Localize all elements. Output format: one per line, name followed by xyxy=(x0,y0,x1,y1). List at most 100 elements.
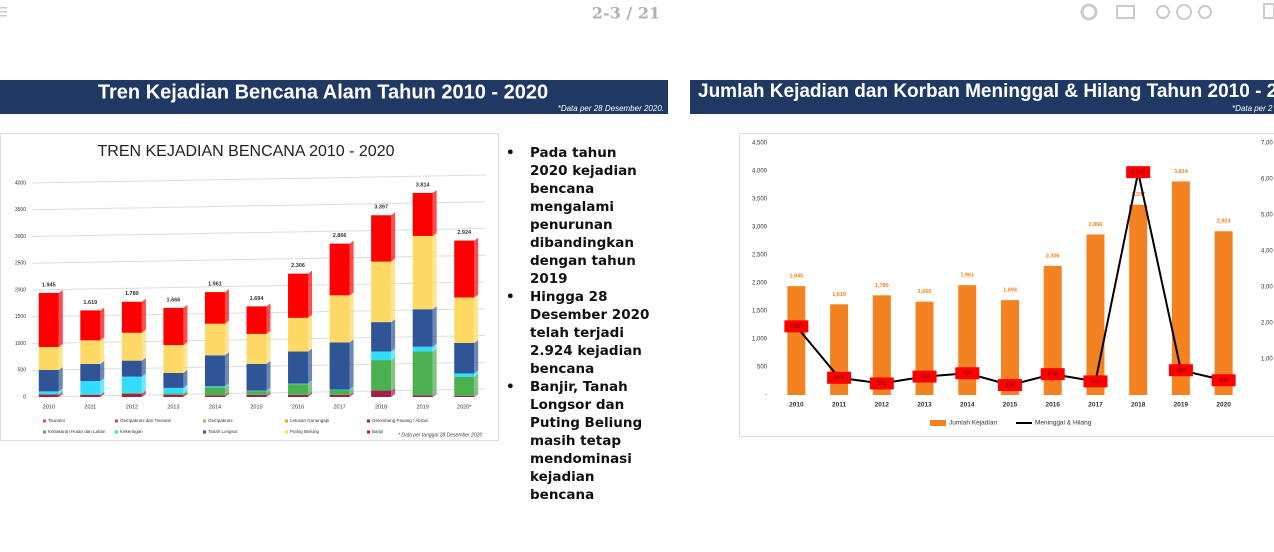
bar-segment xyxy=(329,243,350,296)
bar-side xyxy=(391,212,396,262)
x-tick-label: 2019 xyxy=(417,404,429,410)
x-tick-label: 2018 xyxy=(375,404,387,410)
y-tick-label: 3,500 xyxy=(752,197,768,203)
legend-label: Tanah Longsor xyxy=(208,429,238,434)
bar-side xyxy=(391,258,396,323)
settings-icon[interactable] xyxy=(1080,3,1098,21)
slide-title: Tren Kejadian Bencana Alam Tahun 2010 - … xyxy=(98,81,548,103)
y-tick-label: 1,000 xyxy=(752,337,768,343)
y2-tick-label: 4,00 xyxy=(1261,249,1273,255)
bar-segment xyxy=(80,394,101,397)
total-label: 2.306 xyxy=(291,263,305,269)
view-icon[interactable] xyxy=(1116,5,1135,19)
bar-side xyxy=(100,391,105,397)
bar-side xyxy=(308,348,313,384)
bar xyxy=(1214,231,1233,395)
bar-side xyxy=(349,387,354,395)
bar-segment xyxy=(288,273,309,318)
bar-value-label: 2,924 xyxy=(1217,219,1232,225)
bar-side xyxy=(474,392,479,397)
y-tick-label: 3000 xyxy=(15,234,26,240)
legend-label: Tsunami xyxy=(48,418,65,423)
bar-side xyxy=(349,339,354,390)
bar-value-label: 1,780 xyxy=(875,283,889,289)
x-tick-label: 2018 xyxy=(1131,402,1146,409)
menu-icon[interactable] xyxy=(0,7,7,17)
line-value-label: 409 xyxy=(1219,378,1228,384)
bar-value-label: 3,814 xyxy=(1174,169,1189,175)
line-label-box xyxy=(827,371,852,384)
legend-label: Jumlah Kejadian xyxy=(949,420,997,427)
bar-segment xyxy=(121,332,142,361)
bar-segment xyxy=(163,387,184,394)
bar-segment xyxy=(412,235,433,310)
line-label-box xyxy=(998,379,1022,392)
legend-label: Letusan Gunungapi xyxy=(290,418,329,423)
bar-segment xyxy=(288,384,309,395)
bar-segment xyxy=(80,340,101,364)
y-tick-label: 2000 xyxy=(15,287,26,293)
bar-segment xyxy=(412,192,433,236)
bar-side xyxy=(183,369,188,388)
bar-segment xyxy=(38,394,59,395)
bar-side xyxy=(391,357,396,391)
bar-side xyxy=(266,388,271,395)
bar-value-label: 1,945 xyxy=(789,274,803,280)
bar-segment xyxy=(454,297,475,343)
bar-segment xyxy=(163,393,184,395)
bar-side xyxy=(58,343,63,370)
bar-side xyxy=(349,386,354,391)
bar-segment xyxy=(163,307,184,346)
bar-side xyxy=(183,391,188,397)
bar xyxy=(787,286,806,395)
legend-swatch xyxy=(43,419,46,423)
bar-side xyxy=(58,388,63,395)
bar-side xyxy=(308,381,313,395)
y-tick-label: 1500 xyxy=(15,314,26,320)
total-label: 1.780 xyxy=(125,291,139,297)
bar-segment xyxy=(246,333,267,364)
bar-side xyxy=(474,373,479,396)
legend-label: Puting Beliung xyxy=(290,429,320,434)
x-tick-label: 2011 xyxy=(832,402,846,409)
bar-side xyxy=(183,304,188,346)
bar-side xyxy=(224,320,229,356)
bar-side xyxy=(266,330,271,364)
bar-side xyxy=(474,237,479,298)
y-tick-label: 1000 xyxy=(15,341,26,347)
bullet: Pada tahun 2020 kejadian bencana mengala… xyxy=(506,144,658,288)
slide-title: Jumlah Kejadian dan Korban Meninggal & H… xyxy=(698,81,1274,102)
page-icon[interactable] xyxy=(1263,3,1274,19)
bar xyxy=(872,295,891,395)
bar-value-label: 2,306 xyxy=(1046,253,1060,259)
bar-segment xyxy=(163,394,184,397)
legend-label: Meninggal & Hilang xyxy=(1035,420,1092,427)
total-label: 1.666 xyxy=(167,297,181,303)
grid-line xyxy=(31,254,486,264)
bar-segment xyxy=(204,323,225,356)
slide-header xyxy=(690,80,1274,114)
rotate-right-icon[interactable] xyxy=(1198,5,1212,19)
bar-value-label: 1,666 xyxy=(918,289,932,295)
bar-segment xyxy=(371,215,392,262)
bar-segment xyxy=(204,386,225,388)
bar-side xyxy=(224,352,229,387)
line-value-label: 320 xyxy=(877,381,886,387)
legend-label: Kebakaran Hutan dan Lahan xyxy=(48,429,106,434)
bar-segment xyxy=(38,369,59,392)
total-label: 3.397 xyxy=(374,205,388,211)
bar xyxy=(1001,300,1019,395)
navigate-icon[interactable] xyxy=(1176,4,1192,20)
legend-label: Gelombang Pasang / Abrasi xyxy=(372,418,428,423)
line-value-label: 6,190 xyxy=(1131,170,1145,176)
bar-side xyxy=(432,392,437,397)
bar-side xyxy=(308,391,313,397)
bar-segment xyxy=(38,346,59,370)
bar-side xyxy=(432,306,437,347)
rotate-left-icon[interactable] xyxy=(1156,5,1170,19)
bullet: Hingga 28 Desember 2020 telah terjadi 2.… xyxy=(506,288,658,378)
grid-line xyxy=(31,281,486,291)
bar-side xyxy=(474,370,479,377)
y-tick-label: - xyxy=(765,393,767,399)
bar-segment xyxy=(163,372,184,388)
